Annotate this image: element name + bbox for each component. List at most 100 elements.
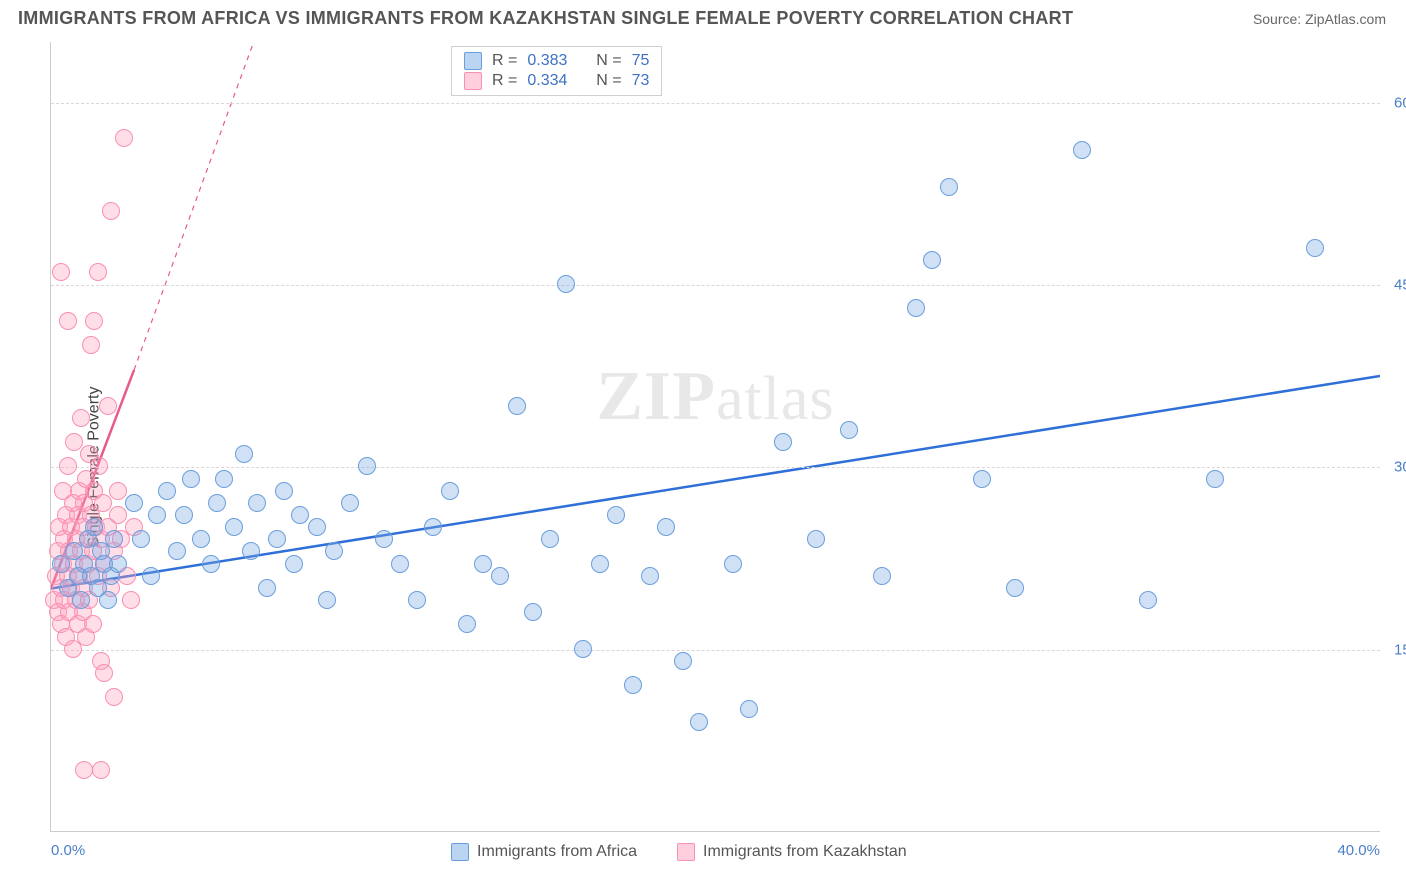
n-label: N = (596, 72, 621, 90)
data-point (168, 542, 186, 560)
data-point (690, 713, 708, 731)
watermark: ZIPatlas (596, 357, 834, 437)
data-point (1306, 239, 1324, 257)
data-point (235, 445, 253, 463)
data-point (242, 542, 260, 560)
plot-area: ZIPatlas R = 0.383 N = 75 R = 0.334 N = … (50, 42, 1380, 832)
gridline (51, 467, 1380, 468)
data-point (85, 518, 103, 536)
data-point (441, 482, 459, 500)
data-point (59, 312, 77, 330)
data-point (175, 506, 193, 524)
data-point (474, 555, 492, 573)
n-label: N = (596, 52, 621, 70)
data-point (94, 494, 112, 512)
data-point (491, 567, 509, 585)
y-tick-label: 60.0% (1390, 94, 1406, 111)
data-point (408, 591, 426, 609)
data-point (248, 494, 266, 512)
series-a-name: Immigrants from Africa (477, 843, 637, 861)
data-point (458, 615, 476, 633)
data-point (557, 275, 575, 293)
data-point (215, 470, 233, 488)
data-point (873, 567, 891, 585)
data-point (148, 506, 166, 524)
r-label: R = (492, 72, 517, 90)
source-attribution: Source: ZipAtlas.com (1253, 11, 1386, 27)
legend-row-series-a: R = 0.383 N = 75 (464, 51, 649, 71)
data-point (208, 494, 226, 512)
data-point (59, 457, 77, 475)
data-point (358, 457, 376, 475)
data-point (202, 555, 220, 573)
n-value-b: 73 (632, 72, 650, 90)
data-point (192, 530, 210, 548)
data-point (89, 263, 107, 281)
data-point (115, 129, 133, 147)
legend-item-a: Immigrants from Africa (451, 843, 637, 861)
legend-stats-box: R = 0.383 N = 75 R = 0.334 N = 73 (451, 46, 662, 96)
legend-series-names: Immigrants from Africa Immigrants from K… (451, 843, 907, 861)
y-tick-label: 30.0% (1390, 459, 1406, 476)
data-point (524, 603, 542, 621)
data-point (182, 470, 200, 488)
data-point (95, 664, 113, 682)
data-point (92, 761, 110, 779)
data-point (624, 676, 642, 694)
data-point (391, 555, 409, 573)
data-point (72, 591, 90, 609)
data-point (105, 688, 123, 706)
data-point (225, 518, 243, 536)
data-point (52, 263, 70, 281)
data-point (424, 518, 442, 536)
data-point (674, 652, 692, 670)
gridline (51, 650, 1380, 651)
swatch-pink-icon (464, 72, 482, 90)
data-point (923, 251, 941, 269)
data-point (574, 640, 592, 658)
chart-container: Single Female Poverty ZIPatlas R = 0.383… (50, 42, 1390, 892)
data-point (65, 433, 83, 451)
data-point (1139, 591, 1157, 609)
chart-title: IMMIGRANTS FROM AFRICA VS IMMIGRANTS FRO… (18, 8, 1073, 29)
data-point (508, 397, 526, 415)
data-point (275, 482, 293, 500)
r-value-a: 0.383 (527, 52, 567, 70)
data-point (973, 470, 991, 488)
data-point (291, 506, 309, 524)
data-point (122, 591, 140, 609)
data-point (541, 530, 559, 548)
data-point (99, 591, 117, 609)
n-value-a: 75 (632, 52, 650, 70)
data-point (907, 299, 925, 317)
x-tick-label: 0.0% (51, 842, 85, 859)
data-point (84, 615, 102, 633)
data-point (125, 494, 143, 512)
watermark-atlas: atlas (716, 365, 835, 433)
gridline (51, 103, 1380, 104)
data-point (109, 482, 127, 500)
data-point (318, 591, 336, 609)
swatch-blue-icon (451, 843, 469, 861)
data-point (102, 202, 120, 220)
data-point (591, 555, 609, 573)
data-point (641, 567, 659, 585)
swatch-blue-icon (464, 52, 482, 70)
trend-lines-layer (51, 42, 1380, 831)
data-point (1073, 141, 1091, 159)
data-point (258, 579, 276, 597)
data-point (82, 336, 100, 354)
series-b-name: Immigrants from Kazakhstan (703, 843, 907, 861)
data-point (158, 482, 176, 500)
data-point (85, 312, 103, 330)
data-point (308, 518, 326, 536)
x-tick-label: 40.0% (1337, 842, 1380, 859)
data-point (285, 555, 303, 573)
r-label: R = (492, 52, 517, 70)
legend-item-b: Immigrants from Kazakhstan (677, 843, 907, 861)
data-point (132, 530, 150, 548)
legend-row-series-b: R = 0.334 N = 73 (464, 71, 649, 91)
data-point (341, 494, 359, 512)
data-point (774, 433, 792, 451)
data-point (807, 530, 825, 548)
